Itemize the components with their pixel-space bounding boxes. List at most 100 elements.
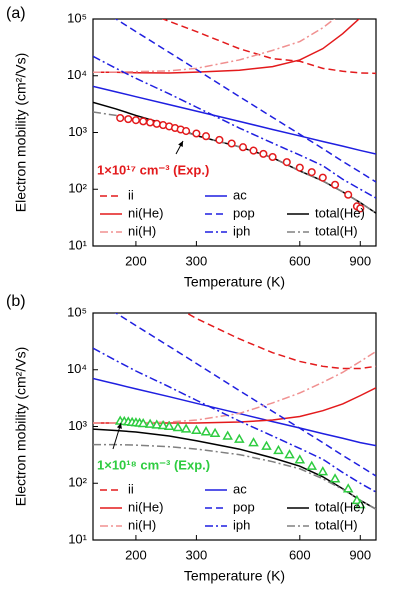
y-tick-label: 10⁴ <box>67 67 87 82</box>
data-point <box>139 117 148 126</box>
panel-label: (b) <box>6 293 26 310</box>
series-line <box>93 347 376 493</box>
data-point <box>182 127 191 136</box>
legend-label: total(H) <box>315 517 358 532</box>
legend-label: iph <box>233 517 250 532</box>
legend-label: total(He) <box>315 205 365 220</box>
x-tick-label: 900 <box>349 253 371 268</box>
series-line <box>93 19 361 74</box>
series-line <box>93 85 376 155</box>
y-tick-label: 10¹ <box>68 237 87 252</box>
y-tick-label: 10³ <box>68 418 87 433</box>
data-point <box>331 180 340 189</box>
data-point <box>317 466 329 476</box>
series-line <box>161 19 376 75</box>
x-tick-label: 300 <box>186 253 208 268</box>
data-point <box>131 116 140 125</box>
data-point <box>356 204 365 213</box>
legend-label: ni(He) <box>128 499 163 514</box>
legend-label: pop <box>233 205 255 220</box>
series-line <box>114 19 376 183</box>
annotation-arrowhead <box>178 141 183 147</box>
data-point <box>342 483 354 493</box>
data-point <box>137 417 149 428</box>
legend-label: pop <box>233 499 255 514</box>
data-point <box>318 173 327 182</box>
series-line <box>93 19 336 74</box>
legend-label: total(H) <box>315 223 358 238</box>
series-line <box>93 377 376 447</box>
x-tick-label: 200 <box>125 547 147 562</box>
data-point <box>354 499 366 509</box>
data-point <box>144 418 156 428</box>
x-tick-label: 300 <box>186 547 208 562</box>
y-tick-label: 10¹ <box>68 531 87 546</box>
data-point <box>238 143 248 152</box>
legend-label: ni(He) <box>128 205 163 220</box>
data-point <box>306 460 318 470</box>
data-point <box>201 132 211 141</box>
x-tick-label: 900 <box>349 547 371 562</box>
data-point <box>172 421 184 432</box>
data-point <box>329 473 341 483</box>
legend-label: ac <box>233 187 247 202</box>
y-tick-label: 10⁴ <box>67 361 87 376</box>
data-point <box>295 163 304 172</box>
data-point <box>192 129 201 138</box>
data-point <box>294 454 306 464</box>
data-point <box>209 427 221 438</box>
data-point <box>146 118 155 127</box>
panel: (b) 10¹ 10² 10³ 10⁴ 10⁵ 200 300 600 900 Temperatur… <box>6 293 377 584</box>
legend-label: total(He) <box>315 499 365 514</box>
series-line <box>185 313 376 370</box>
annotation-arrowhead <box>116 423 122 429</box>
annotation: 1×10¹⁸ cm⁻³ (Exp.) <box>97 457 210 472</box>
data-point <box>284 449 295 459</box>
x-tick-label: 200 <box>125 253 147 268</box>
legend-label: ac <box>233 481 247 496</box>
plot-area <box>93 313 376 510</box>
y-tick-label: 10² <box>68 475 87 490</box>
data-point <box>157 420 169 430</box>
legend-label: ii <box>128 187 134 202</box>
data-point <box>191 424 202 434</box>
legend-label: iph <box>233 223 250 238</box>
data-point <box>249 146 258 155</box>
panel-label: (a) <box>6 5 26 22</box>
data-point <box>116 113 125 123</box>
x-tick-label: 600 <box>289 547 311 562</box>
data-point <box>200 426 212 436</box>
data-point <box>259 149 268 158</box>
legend-label: ni(H) <box>128 517 156 532</box>
data-point <box>268 152 277 162</box>
data-point <box>344 190 353 199</box>
data-point <box>152 119 161 128</box>
y-tick-label: 10³ <box>68 124 87 139</box>
data-point <box>163 420 175 431</box>
data-point <box>151 419 163 429</box>
series-line <box>114 313 376 477</box>
data-point <box>282 158 291 167</box>
legend-label: ni(H) <box>128 223 156 238</box>
x-tick-label: 600 <box>289 253 311 268</box>
y-axis-title: Electron mobility (cm²/Vs) <box>13 53 29 212</box>
data-point <box>248 437 259 447</box>
series-line <box>93 55 376 199</box>
data-point <box>261 440 272 450</box>
data-point <box>307 168 316 177</box>
data-point <box>124 115 133 124</box>
data-point <box>180 423 192 433</box>
plot-area <box>93 19 376 214</box>
data-point <box>234 433 245 443</box>
data-point <box>222 430 233 440</box>
y-tick-label: 10⁵ <box>67 10 87 25</box>
annotation: 1×10¹⁷ cm⁻³ (Exp.) <box>97 162 209 177</box>
y-axis-title: Electron mobility (cm²/Vs) <box>13 347 29 506</box>
data-point <box>273 444 284 455</box>
x-axis-title: Temperature (K) <box>184 568 285 584</box>
data-point <box>215 135 224 144</box>
series-line <box>93 387 376 424</box>
x-axis-title: Temperature (K) <box>184 274 285 290</box>
y-tick-label: 10² <box>68 181 87 196</box>
